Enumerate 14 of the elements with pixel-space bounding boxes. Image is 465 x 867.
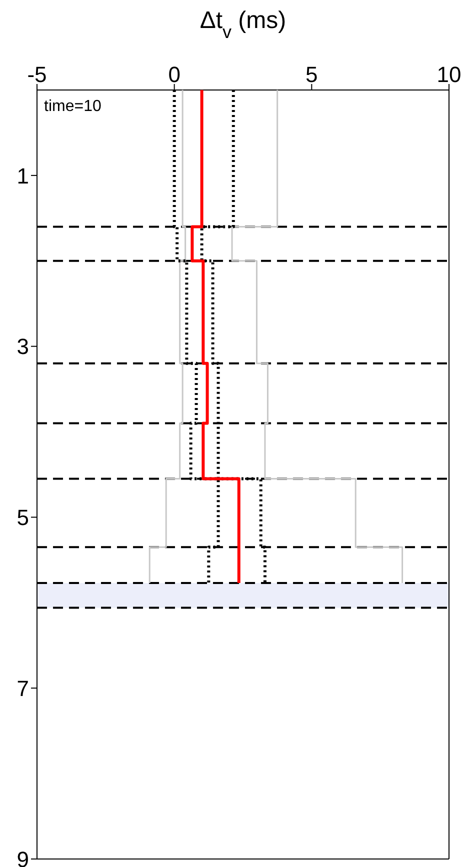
annotation: time=10 [44,98,102,115]
line-series [148,90,186,584]
y-tick-label: 3 [16,334,29,360]
y-tick-label: 5 [16,505,29,530]
line-series [190,90,240,585]
x-tick-label: 10 [436,62,462,87]
y-tick-label: 1 [16,163,29,188]
x-tick-label: 5 [306,62,318,87]
y-tick-label: 7 [16,676,29,701]
line-series [231,90,404,584]
x-axis-title: Δt$_{v}$ (ms) [200,7,286,42]
x-tick-label: -5 [27,62,47,87]
x-tick-label: 0 [168,62,180,87]
y-tick-label: 9 [16,846,29,867]
